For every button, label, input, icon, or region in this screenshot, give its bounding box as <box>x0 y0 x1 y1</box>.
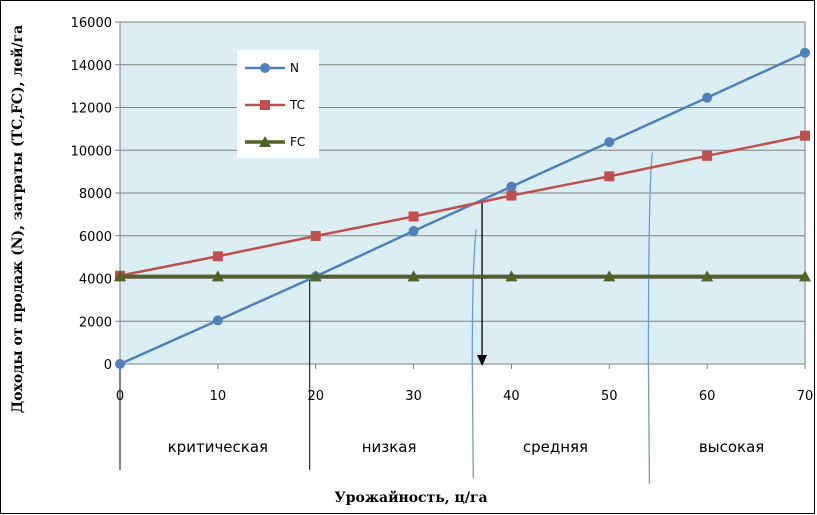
legend-marker-FC <box>259 136 271 147</box>
legend-marker-TC <box>260 100 270 110</box>
point-N <box>506 181 517 192</box>
point-TC <box>604 171 615 182</box>
y-tick-label: 8000 <box>79 187 112 202</box>
x-tick-label: 50 <box>601 389 618 404</box>
legend-label-N: N <box>290 61 299 75</box>
point-FC <box>799 270 811 282</box>
point-TC <box>702 150 713 161</box>
y-axis-tick-labels: 0 2000 4000 6000 8000 10000 12000 14000 16000 <box>71 16 112 373</box>
zone-divider-blue <box>647 152 654 485</box>
y-tick-label: 16000 <box>71 16 112 31</box>
point-TC <box>212 251 223 262</box>
y-tick-label: 14000 <box>71 59 112 74</box>
zone-label: средняя <box>523 438 588 456</box>
point-TC <box>408 211 419 222</box>
point-N <box>800 47 810 58</box>
x-axis-title: Урожайность, ц/га <box>334 489 487 506</box>
x-tick-label: 60 <box>699 389 716 404</box>
point-TC <box>310 230 321 241</box>
zone-labels: критическая низкая средняя высокая <box>168 438 765 456</box>
point-N <box>702 92 713 103</box>
point-N <box>115 359 125 369</box>
y-tick-label: 10000 <box>71 144 112 159</box>
point-N <box>604 137 615 148</box>
x-tick-label: 40 <box>503 389 520 404</box>
gridlines <box>115 21 806 369</box>
point-FC <box>701 270 714 282</box>
y-axis-title: Доходы от продаж (N), затраты (TC,FC), л… <box>9 25 26 414</box>
y-tick-label: 12000 <box>71 102 112 117</box>
point-FC <box>603 270 616 282</box>
y-tick-label: 4000 <box>79 273 112 288</box>
legend-marker-N <box>260 63 270 73</box>
point-FC <box>505 270 518 282</box>
y-tick-label: 0 <box>104 358 112 373</box>
series-line-N <box>119 51 806 366</box>
point-N <box>212 315 223 326</box>
zone-divider-blue <box>471 229 477 479</box>
y-tick-label: 2000 <box>79 315 112 330</box>
legend-label-TC: TC <box>289 98 305 112</box>
series-line-TC <box>119 134 806 277</box>
zone-label: высокая <box>699 438 764 456</box>
series-group <box>114 47 811 369</box>
point-FC <box>114 270 126 282</box>
zone-label: низкая <box>362 438 417 456</box>
point-FC <box>211 270 224 282</box>
y-tick-label: 6000 <box>79 230 112 245</box>
zone-label: критическая <box>168 438 268 456</box>
x-tick-label: 10 <box>210 389 227 404</box>
point-FC <box>407 270 420 282</box>
x-tick-label: 30 <box>405 389 422 404</box>
x-axis-tick-labels: 0 10 20 30 40 50 60 70 <box>116 389 813 404</box>
x-tick-label: 70 <box>797 389 814 404</box>
point-TC <box>506 190 517 201</box>
legend-label-FC: FC <box>290 135 305 149</box>
point-FC <box>309 270 322 282</box>
x-tick-label: 20 <box>307 389 324 404</box>
break-even-arrowhead <box>477 355 488 366</box>
zone-dividers <box>119 152 654 485</box>
point-TC <box>800 130 810 141</box>
point-N <box>408 226 419 237</box>
legend: N TC FC <box>237 50 319 158</box>
